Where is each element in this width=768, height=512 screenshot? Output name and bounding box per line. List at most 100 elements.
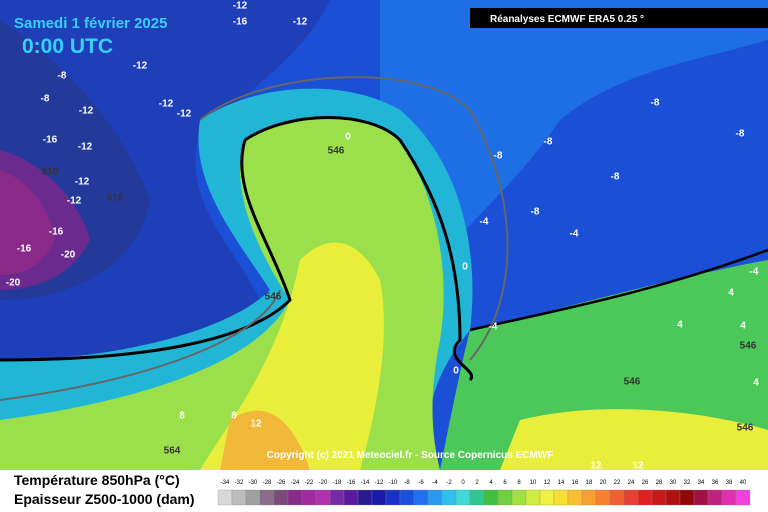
scale-swatch xyxy=(539,489,555,506)
thickness-label: 546 xyxy=(624,377,641,388)
scale-label: 34 xyxy=(698,480,705,486)
time-title: 0:00 UTC xyxy=(22,35,113,58)
scale-label: -16 xyxy=(347,480,356,486)
contour-label: -16 xyxy=(49,227,64,238)
cool-region xyxy=(380,0,768,260)
scale-swatch xyxy=(217,489,233,506)
scale-swatch xyxy=(693,489,709,506)
hot-region xyxy=(220,410,310,470)
scale-swatch xyxy=(469,489,485,506)
scale-swatch xyxy=(735,489,751,506)
scale-label: 0 xyxy=(461,480,465,486)
contour-label: -12 xyxy=(293,17,308,28)
contour-label: -8 xyxy=(58,71,67,82)
scale-label: 32 xyxy=(684,480,691,486)
legend-temperature-label: Température 850hPa (°C) xyxy=(14,472,180,488)
scale-swatch xyxy=(287,489,303,506)
contour-label: -4 xyxy=(750,267,759,278)
scale-swatch xyxy=(357,489,373,506)
scale-swatch xyxy=(301,489,317,506)
scale-label: 22 xyxy=(614,480,621,486)
zero-isotherm xyxy=(0,139,292,362)
thickness-contour xyxy=(0,76,509,401)
contour-label: 8 xyxy=(231,411,237,422)
scale-swatch xyxy=(385,489,401,506)
contour-label: 4 xyxy=(677,320,683,331)
scale-label: -24 xyxy=(291,480,300,486)
contour-label: -8 xyxy=(736,129,745,140)
scale-swatch xyxy=(525,489,541,506)
contour-label: -16 xyxy=(233,17,248,28)
scale-label: 14 xyxy=(558,480,565,486)
date-title: Samedi 1 février 2025 xyxy=(14,15,167,32)
contour-label: -8 xyxy=(611,172,620,183)
scale-label: -30 xyxy=(249,480,258,486)
scale-label: 20 xyxy=(600,480,607,486)
contour-label: -12 xyxy=(233,1,248,12)
scale-swatch xyxy=(483,489,499,506)
scale-swatch xyxy=(721,489,737,506)
scale-swatch xyxy=(581,489,597,506)
thickness-label: 510 xyxy=(107,193,124,204)
scale-swatch xyxy=(231,489,247,506)
legend-thickness-label: Epaisseur Z500-1000 (dam) xyxy=(14,491,195,507)
contour-label: -16 xyxy=(43,135,58,146)
contour-label: -4 xyxy=(489,322,498,333)
contour-label: -16 xyxy=(17,244,32,255)
thickness-label: 546 xyxy=(328,146,345,157)
contour-label: 0 xyxy=(462,262,468,273)
scale-label: -10 xyxy=(389,480,398,486)
scale-swatch xyxy=(595,489,611,506)
scale-swatch xyxy=(665,489,681,506)
scale-label: -34 xyxy=(221,480,230,486)
thickness-label: 546 xyxy=(740,341,757,352)
contour-label: 12 xyxy=(632,461,644,472)
contour-label: -12 xyxy=(177,109,192,120)
contour-label: -12 xyxy=(78,142,93,153)
contour-label: -12 xyxy=(133,61,148,72)
scale-swatch xyxy=(497,489,513,506)
scale-label: -2 xyxy=(446,480,452,486)
contour-label: 12 xyxy=(250,419,262,430)
scale-label: 24 xyxy=(628,480,635,486)
scale-swatch xyxy=(707,489,723,506)
scale-swatch xyxy=(427,489,443,506)
contour-label: -8 xyxy=(651,98,660,109)
scale-label: 16 xyxy=(572,480,579,486)
source-text: Réanalyses ECMWF ERA5 0.25 ° xyxy=(490,14,644,25)
scale-label: 38 xyxy=(726,480,733,486)
scale-label: -22 xyxy=(305,480,314,486)
scale-label: -18 xyxy=(333,480,342,486)
contour-label: 4 xyxy=(753,378,759,389)
scale-swatch xyxy=(441,489,457,506)
thickness-label: 546 xyxy=(737,423,754,434)
scale-label: 10 xyxy=(530,480,537,486)
contour-label: -12 xyxy=(75,177,90,188)
scale-swatch xyxy=(273,489,289,506)
contour-label: -8 xyxy=(531,207,540,218)
zero-isotherm xyxy=(244,116,474,382)
scale-label: -28 xyxy=(263,480,272,486)
scale-swatch xyxy=(343,489,359,506)
scale-label: -32 xyxy=(235,480,244,486)
contour-label: -8 xyxy=(544,137,553,148)
scale-label: 2 xyxy=(475,480,479,486)
scale-swatch xyxy=(567,489,583,506)
very-cold-region xyxy=(0,170,55,275)
contour-label: 0 xyxy=(345,132,351,143)
color-scale: -34 -32 -30 -28 -26 -24 -22 -20 -18 -16 -14 -12 -10-… xyxy=(217,480,751,506)
contour-label: 0 xyxy=(453,366,459,377)
thickness-label: 510 xyxy=(42,167,59,178)
contour-label: -12 xyxy=(67,196,82,207)
contour-label: 8 xyxy=(179,411,185,422)
contour-label: -4 xyxy=(480,217,489,228)
thickness-label: 564 xyxy=(164,446,181,457)
contour-label: -8 xyxy=(494,151,503,162)
scale-label: 18 xyxy=(586,480,593,486)
scale-label: -26 xyxy=(277,480,286,486)
scale-swatch xyxy=(651,489,667,506)
scale-label: -6 xyxy=(418,480,424,486)
contour-label: 4 xyxy=(728,288,734,299)
scale-swatch xyxy=(609,489,625,506)
